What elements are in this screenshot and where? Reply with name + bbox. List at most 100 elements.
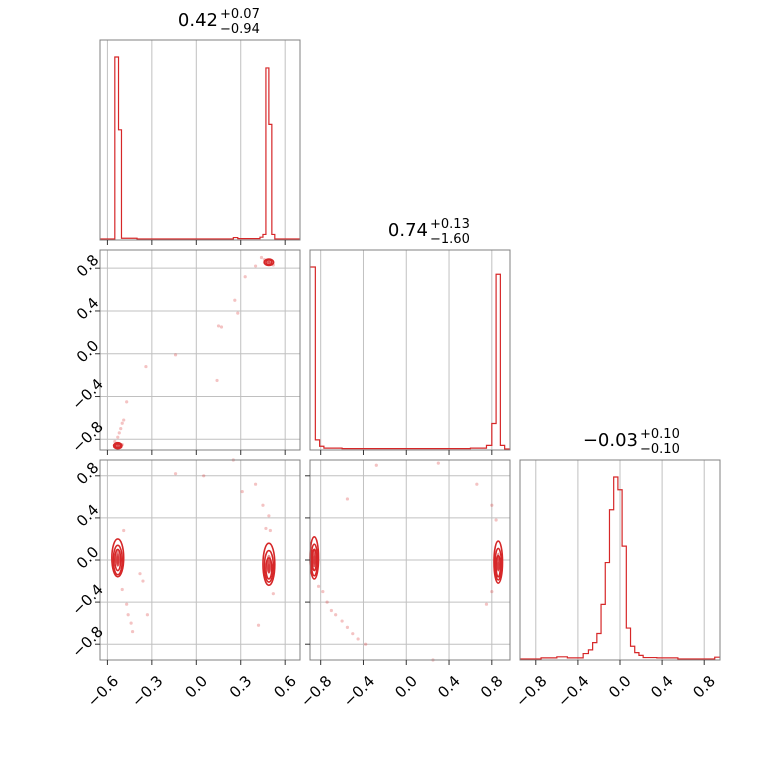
histogram-frame-2 bbox=[309, 249, 511, 451]
sample-point bbox=[145, 613, 150, 617]
density-core bbox=[496, 552, 501, 572]
marginal-title-median: 0.74 bbox=[388, 220, 428, 241]
sample-point bbox=[202, 474, 206, 478]
sample-point bbox=[240, 489, 244, 494]
histogram-param-1 bbox=[100, 56, 300, 240]
sample-point bbox=[475, 482, 479, 486]
density-contour bbox=[262, 542, 276, 587]
marginal-title-plus: +0.10 bbox=[640, 427, 680, 442]
marginal-title-plus: +0.13 bbox=[430, 217, 470, 232]
density-contour bbox=[263, 549, 275, 583]
x-tick-label: 0.4 bbox=[434, 672, 464, 702]
x-tick-label: 0.8 bbox=[477, 672, 507, 702]
sample-point bbox=[219, 325, 224, 329]
y-tick-label: 0.0 bbox=[73, 543, 103, 573]
sample-point bbox=[256, 623, 261, 627]
sample-point bbox=[120, 587, 124, 592]
sample-point bbox=[345, 625, 350, 629]
sample-point bbox=[216, 324, 221, 328]
marginal-title-minus: −1.60 bbox=[430, 232, 470, 247]
sample-point bbox=[126, 613, 130, 617]
sample-point bbox=[233, 298, 237, 302]
marginal-title-minus: −0.10 bbox=[640, 442, 680, 457]
sample-point bbox=[173, 472, 178, 476]
density-contour bbox=[310, 543, 319, 577]
density-contour bbox=[263, 258, 275, 267]
sample-point bbox=[261, 503, 265, 507]
sample-point bbox=[321, 589, 325, 594]
x-tick-label: 0.0 bbox=[181, 672, 211, 702]
sample-point bbox=[129, 621, 133, 625]
y-tick-label: 0.4 bbox=[73, 294, 103, 324]
sample-point bbox=[264, 526, 268, 531]
x-tick-label: 0.0 bbox=[391, 672, 421, 702]
x-tick-label: −0.4 bbox=[554, 672, 592, 710]
density-core bbox=[266, 260, 272, 264]
density-contour bbox=[112, 441, 123, 450]
sample-point bbox=[271, 592, 275, 596]
sample-point bbox=[340, 619, 344, 623]
sample-point bbox=[325, 600, 329, 604]
marginal-title-minus: −0.94 bbox=[220, 22, 260, 37]
histogram-frame-1 bbox=[99, 39, 301, 241]
sample-point bbox=[130, 629, 135, 634]
sample-point bbox=[494, 518, 498, 522]
sample-point bbox=[141, 579, 145, 583]
sample-point bbox=[259, 255, 264, 260]
x-tick-label: −0.8 bbox=[512, 672, 550, 710]
x-tick-label: −0.6 bbox=[84, 672, 122, 710]
x-tick-label: −0.3 bbox=[128, 672, 166, 710]
y-tick-label: 0.0 bbox=[73, 337, 103, 367]
density-core bbox=[266, 554, 272, 574]
sample-point bbox=[345, 497, 350, 501]
sample-point bbox=[351, 632, 355, 636]
density-core bbox=[115, 549, 121, 567]
density-core bbox=[115, 444, 120, 448]
marginal-title-plus: +0.07 bbox=[220, 7, 260, 22]
sample-point bbox=[138, 572, 142, 576]
sample-point bbox=[253, 264, 258, 268]
x-tick-label: 0.4 bbox=[647, 672, 677, 702]
density-contour bbox=[112, 544, 124, 576]
sample-point bbox=[490, 589, 494, 594]
sample-point bbox=[490, 503, 494, 507]
x-tick-label: 0.3 bbox=[226, 672, 256, 702]
sample-point bbox=[334, 613, 338, 617]
histogram-param-3 bbox=[520, 476, 720, 660]
sample-point bbox=[268, 528, 272, 533]
marginal-title-median: 0.42 bbox=[178, 10, 218, 31]
sample-point bbox=[243, 275, 247, 279]
sample-point bbox=[356, 637, 360, 641]
sample-point bbox=[117, 431, 121, 435]
scatter-panel bbox=[309, 461, 504, 662]
sample-point bbox=[116, 435, 120, 439]
sample-point bbox=[144, 364, 148, 369]
histogram-param-2 bbox=[310, 266, 510, 450]
marginal-title-median: −0.03 bbox=[583, 430, 638, 451]
sample-point bbox=[436, 461, 440, 465]
sample-point bbox=[484, 602, 489, 606]
sample-point bbox=[122, 418, 126, 422]
x-tick-label: −0.8 bbox=[297, 672, 335, 710]
sample-point bbox=[374, 463, 378, 467]
sample-point bbox=[120, 421, 124, 425]
scatter-frame bbox=[99, 249, 301, 451]
sample-point bbox=[125, 602, 129, 606]
y-tick-label: −0.4 bbox=[68, 581, 106, 619]
x-tick-label: 0.8 bbox=[689, 672, 719, 702]
scatter-panel bbox=[112, 255, 275, 450]
sample-point bbox=[236, 311, 240, 315]
sample-point bbox=[122, 528, 126, 533]
x-tick-label: −0.4 bbox=[340, 672, 378, 710]
sample-point bbox=[125, 400, 129, 404]
x-tick-label: 0.6 bbox=[270, 672, 300, 702]
scatter-panel bbox=[111, 458, 276, 634]
sample-point bbox=[329, 608, 333, 613]
x-tick-label: 0.0 bbox=[605, 672, 635, 702]
sample-point bbox=[253, 482, 258, 486]
density-contour bbox=[265, 259, 273, 266]
sample-point bbox=[119, 427, 123, 431]
y-tick-label: 0.8 bbox=[73, 459, 103, 489]
y-tick-label: 0.4 bbox=[73, 501, 103, 531]
